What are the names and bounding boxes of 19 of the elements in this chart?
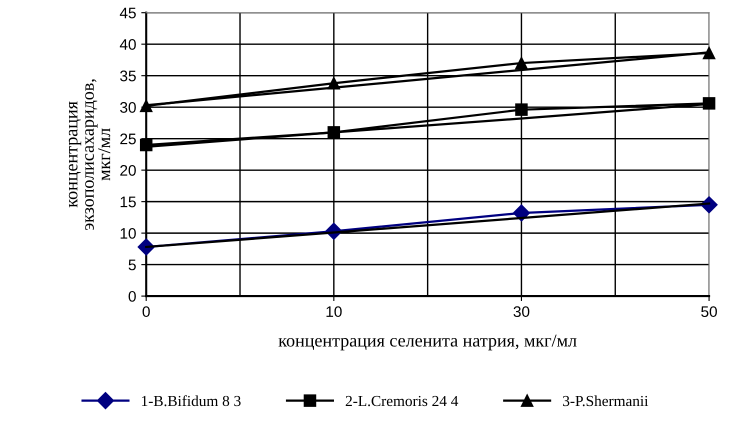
legend-label: 2-L.Cremoris 24 4 <box>346 396 458 406</box>
y-tick-label: 30 <box>120 102 136 113</box>
y-tick-label: 20 <box>120 165 136 176</box>
y-tick-label: 5 <box>128 260 136 270</box>
x-tick-label: 0 <box>142 306 150 318</box>
y-tick-label: 35 <box>120 70 136 82</box>
y-tick-label: 15 <box>120 196 136 208</box>
legend-label: 1-B.Bifidum 8 3 <box>142 395 241 406</box>
x-tick-label: 50 <box>701 306 717 318</box>
x-tick-label: 10 <box>326 306 342 318</box>
y-tick-label: 10 <box>120 228 136 239</box>
y-axis-title: концентрация экзополисахаридов, мкг/мл <box>68 79 110 230</box>
y-tick-label: 45 <box>120 8 136 18</box>
legend-label: 3-P.Shermanii <box>563 395 648 406</box>
y-tick-label: 40 <box>120 39 136 50</box>
x-tick-label: 30 <box>514 306 530 318</box>
y-tick-label: 0 <box>128 290 136 302</box>
x-axis-title: концентрация селенита натрия, мкг/мл <box>278 334 577 350</box>
y-tick-label: 25 <box>120 134 136 144</box>
